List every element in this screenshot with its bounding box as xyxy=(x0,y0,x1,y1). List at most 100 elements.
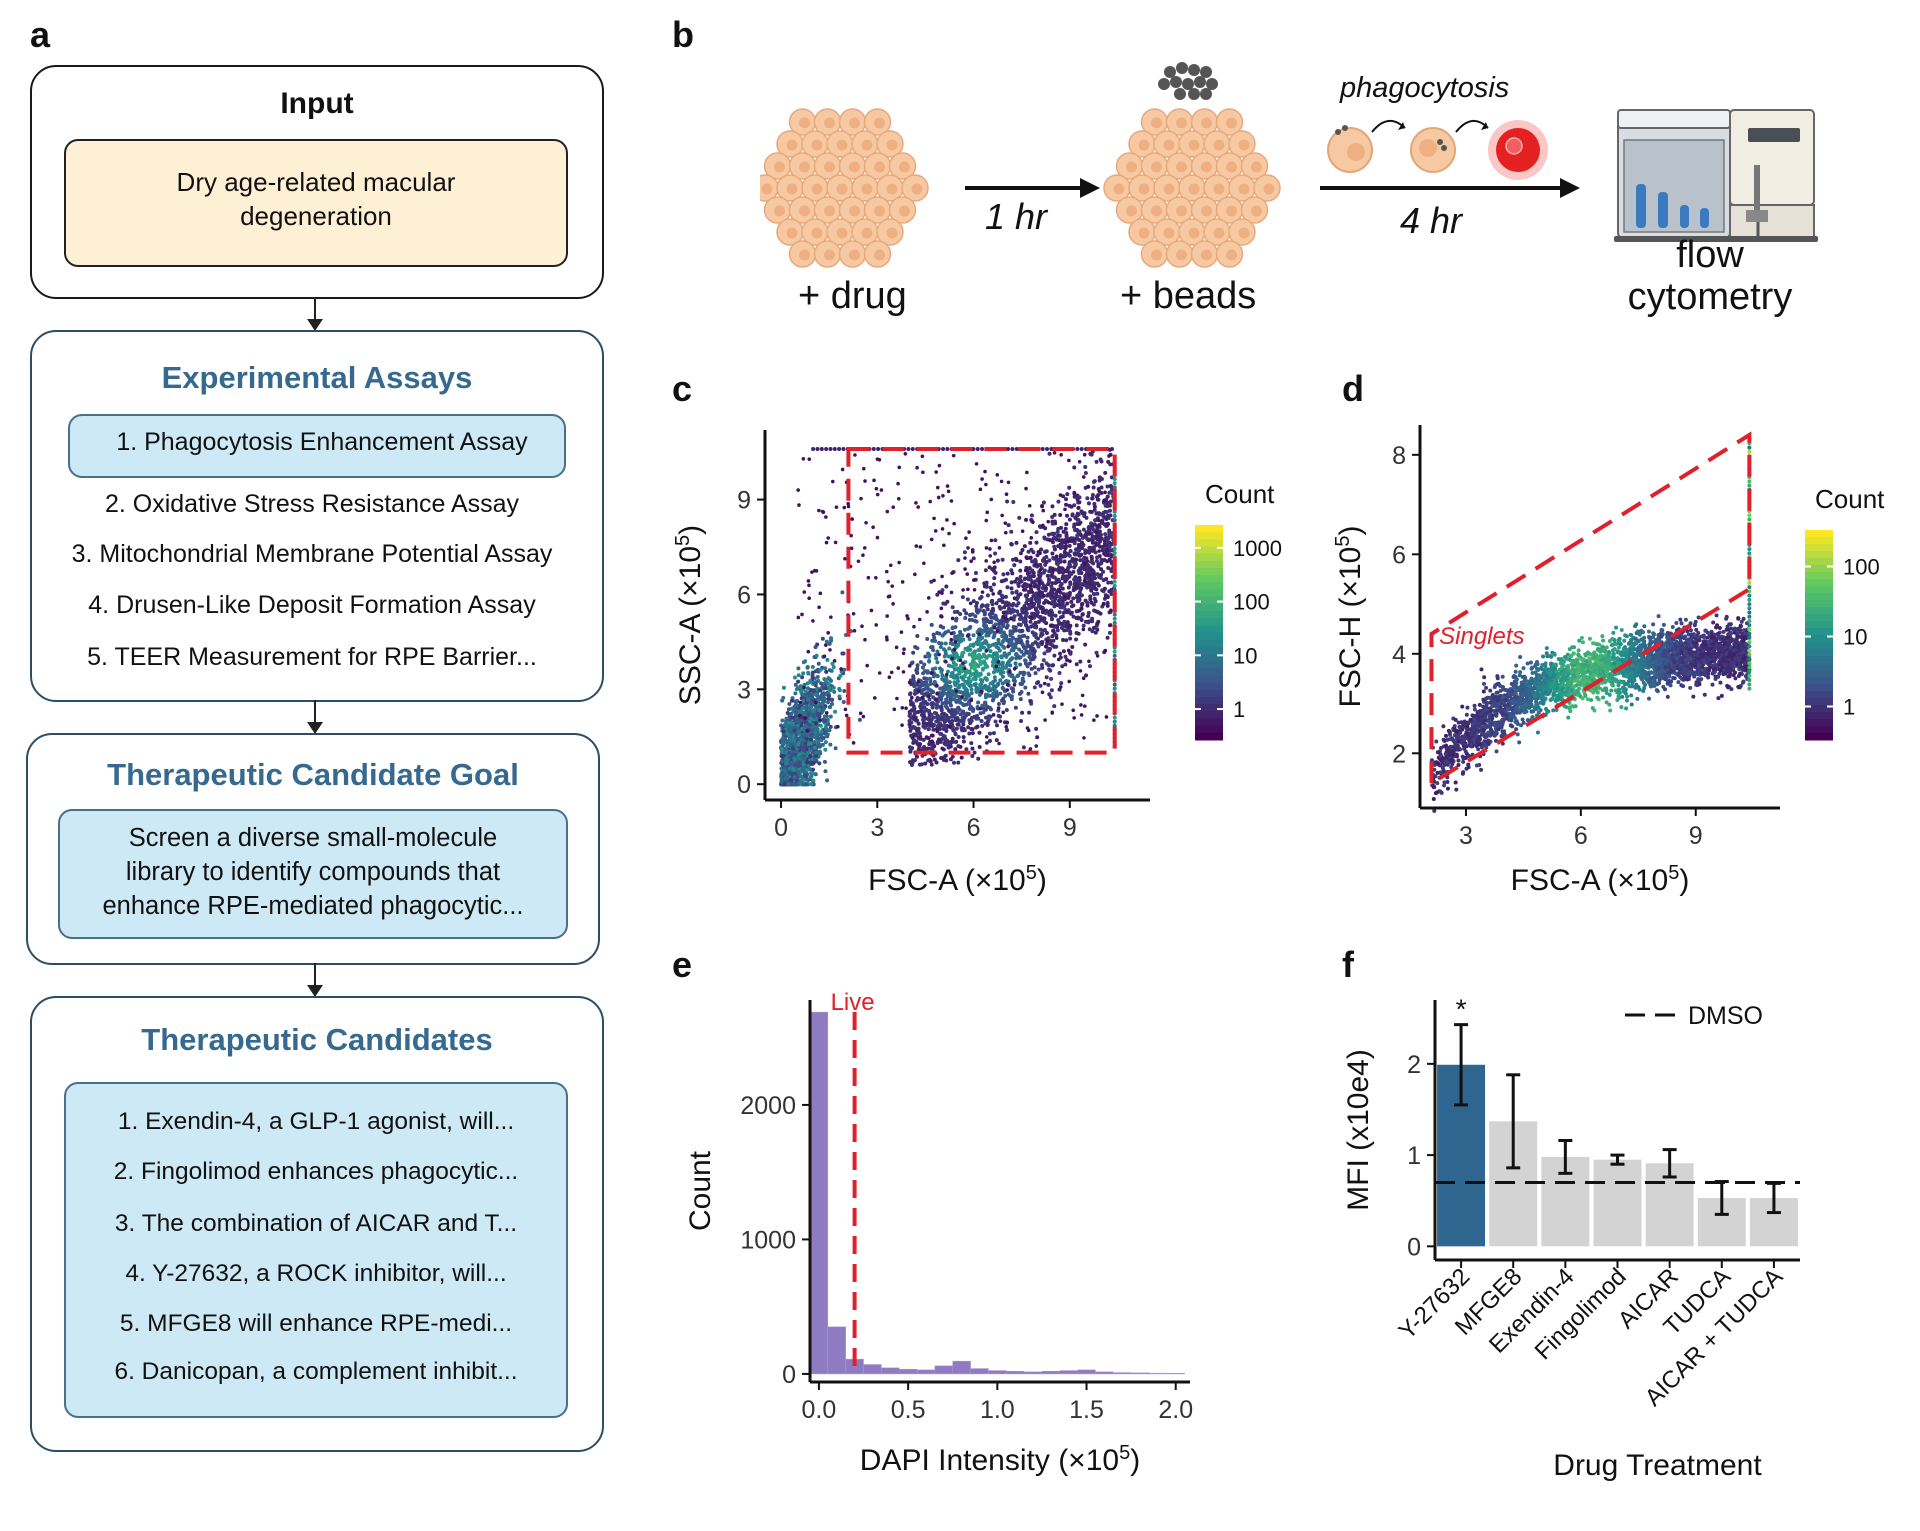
density-point xyxy=(922,744,927,749)
density-point xyxy=(1047,558,1052,563)
density-point xyxy=(935,724,940,729)
density-point xyxy=(1023,568,1028,573)
density-point xyxy=(790,772,795,777)
density-point xyxy=(1058,553,1063,558)
density-point xyxy=(986,672,991,677)
edge-point xyxy=(1112,485,1117,490)
density-point xyxy=(959,755,964,760)
density-point xyxy=(1054,554,1059,559)
density-point xyxy=(1072,490,1077,495)
density-point xyxy=(950,616,955,621)
density-point xyxy=(989,707,994,712)
density-point xyxy=(946,489,951,494)
density-point xyxy=(900,723,904,727)
density-point xyxy=(943,724,948,729)
candidate-item-6: 6. Danicopan, a complement inhibit... xyxy=(114,1358,518,1385)
density-point xyxy=(911,650,916,655)
density-point xyxy=(1029,600,1034,605)
density-point xyxy=(1071,614,1076,619)
density-point xyxy=(1034,530,1039,535)
density-point xyxy=(1009,694,1014,699)
density-point xyxy=(1012,614,1017,619)
density-point xyxy=(937,727,942,732)
density-point xyxy=(929,721,934,726)
density-point xyxy=(1029,666,1034,671)
density-point xyxy=(1025,664,1030,669)
density-point xyxy=(991,592,995,596)
bead xyxy=(1188,64,1200,76)
density-point xyxy=(1105,559,1110,564)
density-point xyxy=(1046,519,1051,524)
density-point xyxy=(1043,562,1048,567)
density-point xyxy=(1009,542,1014,547)
density-point xyxy=(1003,679,1008,684)
density-point xyxy=(787,701,792,706)
cell-nucleus xyxy=(1213,227,1225,239)
density-point xyxy=(1034,607,1039,612)
density-point xyxy=(1038,627,1043,632)
density-point xyxy=(1019,649,1024,654)
density-point xyxy=(846,501,850,506)
density-point xyxy=(1067,517,1072,522)
density-point xyxy=(814,759,819,764)
density-point xyxy=(1067,458,1071,463)
density-point xyxy=(829,702,834,707)
density-point xyxy=(1109,580,1114,585)
density-point xyxy=(930,645,935,650)
density-point xyxy=(923,654,928,659)
density-point xyxy=(938,645,943,650)
density-point xyxy=(952,760,957,765)
density-point xyxy=(1107,528,1112,533)
cell-nucleus xyxy=(1201,205,1212,217)
density-point xyxy=(869,608,874,613)
density-point xyxy=(925,670,930,675)
density-point xyxy=(980,678,985,683)
cell-nucleus xyxy=(1163,227,1175,239)
density-point xyxy=(1068,611,1073,616)
density-point xyxy=(963,616,968,621)
density-point xyxy=(1022,610,1027,615)
density-point xyxy=(1078,669,1083,673)
density-point xyxy=(1053,580,1058,585)
density-point xyxy=(1092,507,1097,512)
density-point xyxy=(1098,575,1103,580)
density-point xyxy=(928,499,933,504)
beads-icon xyxy=(1158,62,1218,100)
density-point xyxy=(820,701,825,706)
density-point xyxy=(813,692,818,697)
edge-point xyxy=(1045,446,1050,451)
density-point xyxy=(984,649,989,653)
density-point xyxy=(947,646,952,651)
density-point xyxy=(1022,606,1027,611)
density-point xyxy=(885,509,890,514)
density-point xyxy=(969,715,974,720)
density-point xyxy=(954,618,959,623)
cell-nucleus xyxy=(1226,249,1237,261)
density-point xyxy=(1031,648,1036,653)
density-point xyxy=(1078,659,1083,664)
density-point xyxy=(995,723,1000,728)
density-point xyxy=(1101,547,1106,552)
density-point xyxy=(921,470,925,475)
density-point xyxy=(1098,532,1103,537)
density-point xyxy=(787,738,792,743)
density-point xyxy=(1027,504,1032,508)
density-point xyxy=(965,648,970,653)
density-point xyxy=(1073,563,1078,568)
density-point xyxy=(1025,571,1030,576)
density-point xyxy=(1081,475,1086,479)
density-point xyxy=(1066,648,1071,653)
density-point xyxy=(1021,652,1026,657)
time-4hr-label: 4 hr xyxy=(1400,200,1463,241)
density-point xyxy=(1024,613,1029,618)
cell-nucleus xyxy=(1238,227,1250,239)
density-point xyxy=(1072,541,1077,546)
density-point xyxy=(1046,532,1051,537)
density-point xyxy=(990,654,995,659)
density-point xyxy=(963,567,967,571)
density-point xyxy=(968,625,973,630)
density-point xyxy=(1011,625,1016,630)
density-point xyxy=(956,760,961,765)
density-point xyxy=(994,664,999,669)
cell-nucleus xyxy=(1188,183,1200,195)
